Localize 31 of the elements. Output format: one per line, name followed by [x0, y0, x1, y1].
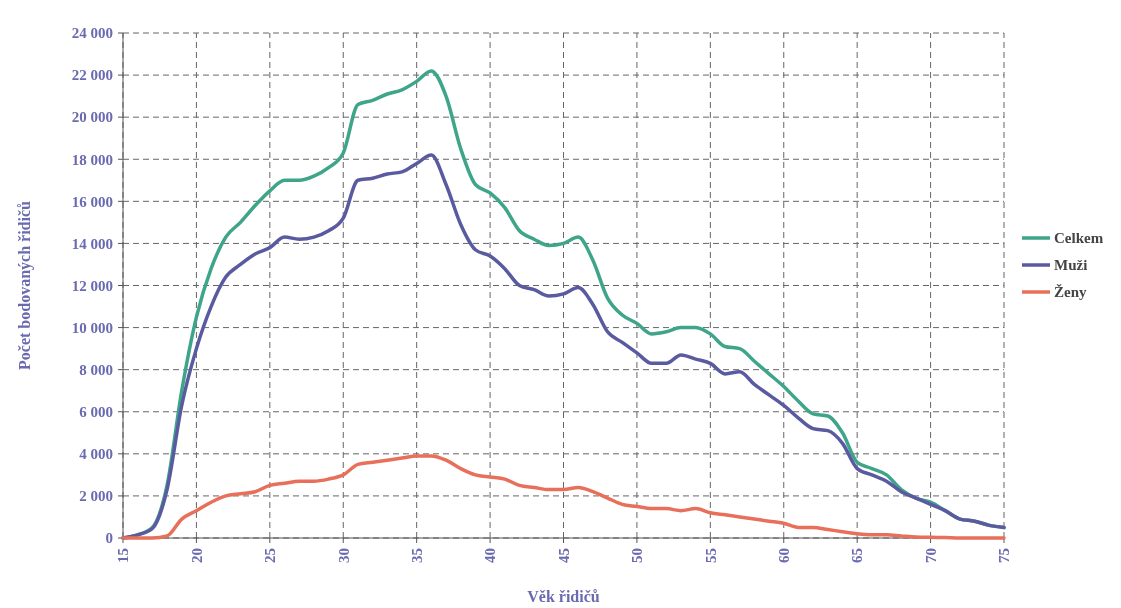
x-tick-label: 35: [408, 548, 425, 563]
x-tick-label: 50: [629, 548, 646, 563]
legend-label: Celkem: [1054, 230, 1104, 247]
y-tick-label: 16 000: [71, 193, 113, 210]
legend-label: Ženy: [1054, 284, 1087, 301]
x-tick-label: 25: [262, 548, 279, 563]
y-tick-label: 0: [105, 530, 113, 547]
x-tick-label: 30: [335, 548, 352, 563]
y-tick-label: 4 000: [79, 446, 113, 463]
x-tick-label: 55: [702, 548, 719, 563]
y-tick-label: 10 000: [71, 319, 113, 336]
x-tick-label: 65: [849, 548, 866, 563]
x-tick-label: 40: [482, 548, 499, 563]
x-tick-label: 70: [922, 548, 939, 563]
y-tick-label: 8 000: [79, 361, 113, 378]
x-tick-label: 20: [188, 548, 205, 563]
y-tick-label: 24 000: [71, 25, 113, 42]
y-tick-label: 12 000: [71, 277, 113, 294]
y-tick-label: 14 000: [71, 235, 113, 252]
legend-label: Muži: [1054, 257, 1088, 274]
x-tick-label: 60: [776, 548, 792, 563]
y-tick-label: 2 000: [79, 488, 113, 505]
y-tick-label: 20 000: [71, 109, 113, 126]
x-tick-label: 45: [555, 548, 572, 563]
y-axis-title: Počet bodovaných řidičů: [16, 200, 34, 370]
x-tick-label: 75: [996, 548, 1013, 563]
y-tick-label: 22 000: [71, 67, 113, 84]
x-axis-title: Věk řidičů: [527, 588, 600, 605]
y-tick-label: 6 000: [79, 404, 113, 420]
x-tick-label: 15: [115, 548, 132, 563]
y-tick-label: 18 000: [71, 151, 113, 168]
